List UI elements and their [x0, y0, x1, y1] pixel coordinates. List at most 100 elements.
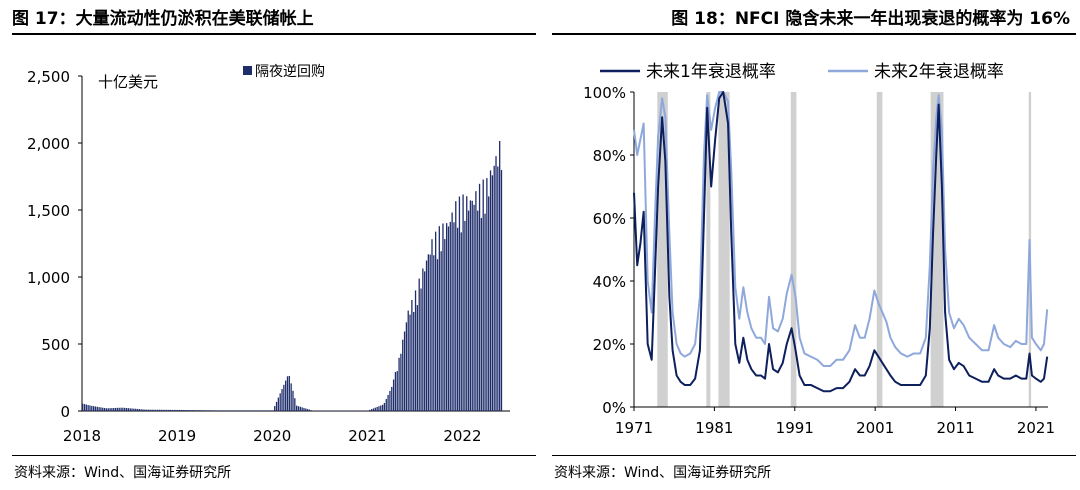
figure-18-panel: 图 18：NFCI 隐含未来一年出现衰退的概率为 16% 0% 20% 40% 60%…: [540, 0, 1080, 490]
reverse-repo-bar: [281, 389, 283, 411]
x-tick-label: 2019: [158, 427, 196, 445]
reverse-repo-bar: [482, 179, 484, 411]
reverse-repo-bar: [394, 372, 397, 411]
reverse-repo-bar: [116, 407, 119, 411]
reverse-repo-bar: [296, 405, 298, 411]
reverse-repo-bar: [400, 353, 402, 411]
reverse-repo-bar: [444, 239, 446, 411]
reverse-repo-bar: [486, 178, 488, 411]
reverse-repo-bar: [436, 259, 439, 411]
reverse-repo-bar: [261, 410, 263, 411]
reverse-repo-bar: [89, 405, 91, 411]
reverse-repo-bar: [248, 410, 250, 411]
reverse-repo-bar: [255, 410, 258, 411]
reverse-repo-bar: [149, 409, 151, 411]
recession-probability-line-chart: 0% 20% 40% 60% 80% 100% 1971 1981 1991 2001 2011 20…: [583, 62, 1055, 437]
y-tick-label: 2,000: [27, 135, 70, 153]
reverse-repo-bar: [147, 409, 150, 411]
reverse-repo-bar: [100, 407, 102, 411]
reverse-repo-bar: [175, 409, 177, 411]
reverse-repo-bar: [418, 278, 420, 411]
reverse-repo-bar: [477, 210, 479, 411]
reverse-repo-bar: [491, 175, 494, 411]
reverse-repo-bar: [283, 384, 285, 411]
reverse-repo-bar: [85, 404, 87, 411]
reverse-repo-bar: [294, 398, 296, 411]
reverse-repo-bar: [144, 409, 146, 411]
y-tick-label: 2,500: [27, 68, 70, 86]
reverse-repo-bar: [107, 408, 109, 411]
reverse-repo-bar: [310, 410, 312, 411]
recession-band: [876, 92, 883, 407]
reverse-repo-bar: [199, 410, 201, 411]
reverse-repo-bar: [264, 410, 267, 411]
reverse-repo-bar: [195, 410, 197, 411]
reverse-repo-bar: [420, 288, 422, 411]
series-line-1yr: [633, 91, 1049, 393]
reverse-repo-bar: [288, 375, 290, 411]
y-tick-label: 40%: [593, 273, 626, 291]
reverse-repo-bar: [215, 410, 217, 411]
reverse-repo-bar: [467, 210, 470, 411]
reverse-repo-bar: [82, 403, 84, 411]
reverse-repo-bar: [211, 410, 214, 411]
figure-17-source: 资料来源：Wind、国海证券研究所: [14, 465, 232, 481]
reverse-repo-bar: [422, 268, 424, 411]
reverse-repo-bar: [385, 398, 387, 411]
reverse-repo-bar: [387, 394, 389, 411]
reverse-repo-bar: [303, 407, 305, 411]
reverse-repo-bar: [114, 407, 117, 411]
reverse-repo-bar: [136, 408, 139, 411]
reverse-repo-bar: [125, 408, 128, 411]
reverse-repo-bar: [83, 404, 86, 411]
x-tick-label: 2011: [936, 419, 974, 437]
reverse-repo-bar: [469, 200, 472, 411]
reverse-repo-bar: [458, 196, 461, 411]
legend-label: 未来2年衰退概率: [874, 62, 1004, 82]
reverse-repo-bar: [242, 410, 245, 411]
reverse-repo-bar: [392, 379, 395, 411]
reverse-repo-bar: [274, 406, 276, 411]
reverse-repo-bar: [133, 408, 135, 411]
reverse-repo-bar: [489, 170, 492, 411]
reverse-repo-bar: [263, 410, 265, 411]
x-tick-label: 2020: [253, 427, 291, 445]
figure-18-bottom-rule: [552, 455, 1076, 456]
reverse-repo-bar: [440, 251, 442, 411]
reverse-repo-bar: [191, 410, 194, 411]
reverse-repo-bar: [111, 408, 113, 411]
reverse-repo-bar: [290, 383, 292, 411]
reverse-repo-bar: [403, 331, 406, 411]
reverse-repo-bar: [299, 406, 301, 411]
reverse-repo-bar: [166, 409, 168, 411]
reverse-repo-bar: [429, 254, 431, 411]
figure-17-bottom-rule: [12, 455, 536, 456]
legend-label: 未来1年衰退概率: [646, 62, 776, 82]
reverse-repo-bar: [105, 408, 108, 411]
reverse-repo-bar: [231, 410, 234, 411]
reverse-repo-bar: [435, 231, 437, 411]
reverse-repo-bar: [208, 410, 210, 411]
reverse-repo-bar: [268, 410, 270, 411]
recession-band: [790, 92, 797, 407]
reverse-repo-bar: [414, 290, 417, 411]
reverse-repo-bar: [383, 402, 386, 411]
legend-swatch: [243, 66, 252, 75]
figure-18-top-rule: [552, 33, 1076, 35]
reverse-repo-bar: [378, 406, 380, 411]
reverse-repo-bar: [369, 409, 371, 411]
figure-17-panel: 图 17：大量流动性仍淤积在美联储帐上 0 500 1,000 1,500 2,000 2…: [12, 9, 536, 481]
y-tick-label: 0: [60, 403, 70, 421]
reverse-repo-bar: [156, 409, 159, 411]
reverse-repo-bar: [493, 165, 495, 411]
reverse-repo-bar: [372, 408, 375, 411]
reverse-repo-bar: [464, 220, 466, 411]
reverse-repo-bar: [219, 410, 221, 411]
reverse-repo-bar: [98, 407, 100, 411]
reverse-repo-bar: [91, 405, 93, 411]
reverse-repo-bar: [277, 397, 280, 411]
reverse-repo-bar: [380, 405, 382, 411]
x-tick-label: 1991: [776, 419, 814, 437]
reverse-repo-bar: [409, 314, 411, 411]
reverse-repo-bar: [197, 410, 199, 411]
